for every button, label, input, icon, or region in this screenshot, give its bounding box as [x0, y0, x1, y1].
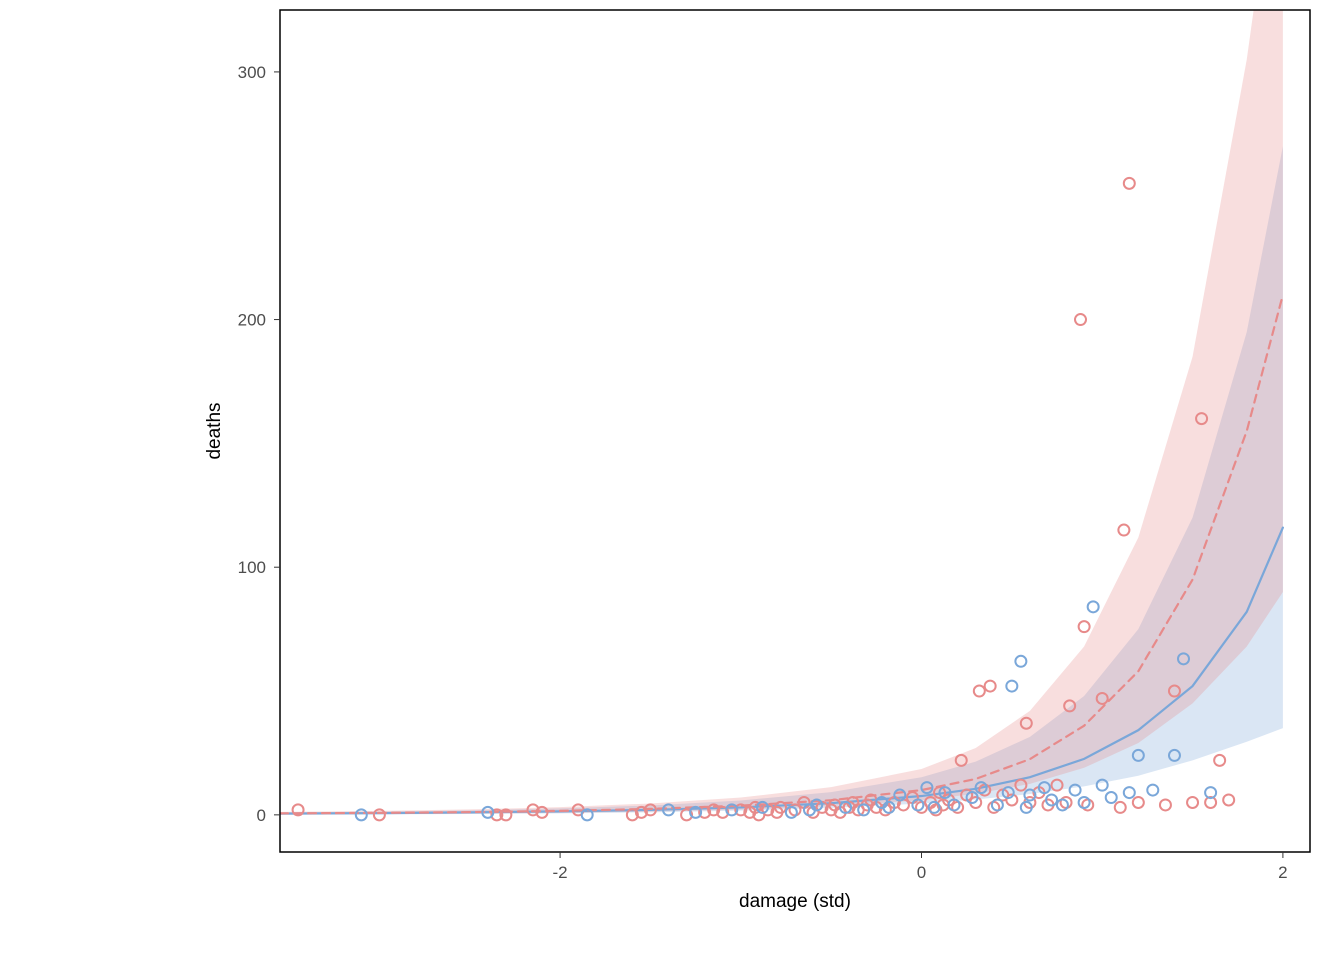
red-point: [1075, 314, 1086, 325]
red-point: [1079, 621, 1090, 632]
y-tick-label: 300: [238, 63, 266, 82]
red-point: [1124, 178, 1135, 189]
x-tick-label: 2: [1278, 863, 1287, 882]
x-tick-label: 0: [917, 863, 926, 882]
blue-point: [356, 809, 367, 820]
blue-point: [1088, 601, 1099, 612]
blue-point: [1057, 799, 1068, 810]
blue-point: [1106, 792, 1117, 803]
red-point: [1160, 799, 1171, 810]
red-point: [1214, 755, 1225, 766]
y-tick-label: 100: [238, 558, 266, 577]
blue-point: [1015, 656, 1026, 667]
red-point: [985, 681, 996, 692]
red-point: [1223, 794, 1234, 805]
y-tick-label: 0: [257, 806, 266, 825]
x-tick-label: -2: [553, 863, 568, 882]
red-point: [1133, 797, 1144, 808]
blue-point: [1124, 787, 1135, 798]
red-point: [1115, 802, 1126, 813]
blue-point: [1006, 681, 1017, 692]
y-axis-label: deaths: [204, 402, 225, 459]
blue-point: [1079, 797, 1090, 808]
x-axis-label: damage (std): [739, 891, 851, 912]
scatter-chart: -2 0 2 0 100 200 300 damage (std) deaths: [0, 0, 1344, 960]
red-point: [974, 686, 985, 697]
red-ribbon: [280, 0, 1283, 814]
red-point: [1118, 525, 1129, 536]
chart-svg: -2 0 2 0 100 200 300 damage (std) deaths: [0, 0, 1344, 960]
blue-point: [992, 799, 1003, 810]
blue-point: [1147, 785, 1158, 796]
red-point: [1187, 797, 1198, 808]
y-tick-label: 200: [238, 311, 266, 330]
